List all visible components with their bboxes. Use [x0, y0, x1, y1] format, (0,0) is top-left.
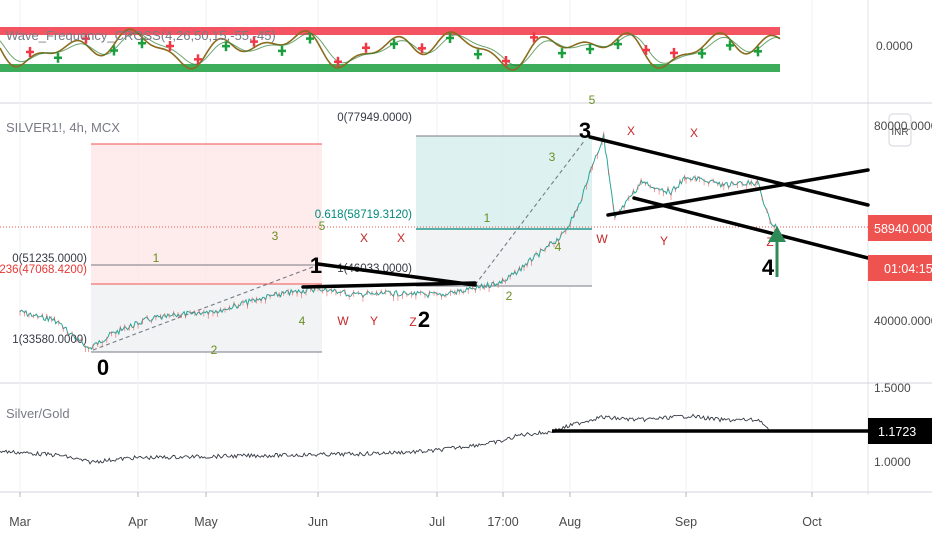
price-series-silver-down: [19, 131, 775, 353]
minor-wave-label: 4: [555, 240, 562, 254]
ratio-last-tag-bg: [868, 418, 932, 444]
countdown-tag: 01:04:15: [884, 262, 932, 276]
last-price-tag-bg: [868, 215, 932, 241]
ratio-series: [0, 413, 771, 465]
ratio-tick-top: 1.5000: [874, 381, 911, 395]
minor-wave-label: 3: [272, 229, 279, 243]
currency-label: INR: [891, 127, 908, 138]
time-axis[interactable]: Mar Apr May Jun Jul 17:00 Aug Sep Oct: [9, 492, 822, 529]
correction-wave-label: X: [690, 126, 698, 140]
primary-wave-label: 3: [579, 118, 591, 143]
time-tick-label: Aug: [559, 515, 581, 529]
main-title: SILVER1!, 4h, MCX: [6, 120, 120, 135]
price-pane: 0(51235.0000) 0.236(47068.4200) 1(33580.…: [0, 93, 932, 380]
arrow-up-icon: [768, 226, 786, 277]
currency-badge[interactable]: [888, 113, 912, 147]
oscillator-line: [0, 28, 781, 71]
countdown-tag-bg: [868, 255, 932, 281]
wave-path-dashed: [92, 139, 586, 351]
minor-wave-label: 1: [484, 211, 491, 225]
time-tick-label: Jun: [308, 515, 328, 529]
time-tick-label: Mar: [9, 515, 31, 529]
fib1-lower-zone: [91, 284, 322, 352]
ratio-title: Silver/Gold: [6, 406, 70, 421]
oscillator-pane: Wave_Frequency_CROSS(4,26,50,15,-55,-45)…: [0, 27, 913, 72]
primary-wave-label: 1: [310, 253, 322, 278]
minor-wave-label: 1: [153, 251, 160, 265]
minor-wave-label: 4: [299, 314, 306, 328]
primary-wave-label: 0: [97, 355, 109, 380]
time-tick-label: Jul: [429, 515, 445, 529]
fib2-label-0618: 0.618(58719.3120): [315, 209, 412, 221]
minor-wave-label: 5: [319, 219, 326, 233]
ratio-pane: Silver/Gold 1.5000 1.0000 1.1723: [0, 381, 932, 469]
correction-wave-label: X: [360, 231, 368, 245]
primary-wave-label: 2: [418, 307, 430, 332]
osc-axis-value: 0.0000: [876, 39, 913, 53]
primary-wave-label: 4: [762, 255, 775, 280]
osc-green-band: [0, 64, 780, 72]
correction-wave-label: Y: [370, 314, 378, 328]
correction-wave-label: X: [397, 231, 405, 245]
minor-wave-label: 2: [506, 289, 513, 303]
ratio-tick-bottom: 1.0000: [874, 455, 911, 469]
time-tick-label: Oct: [802, 515, 822, 529]
minor-wave-label: 3: [549, 150, 556, 164]
time-tick-label: Apr: [128, 515, 147, 529]
trendlines: [301, 135, 870, 289]
time-tick-label: Sep: [675, 515, 697, 529]
minor-wave-label: 5: [589, 93, 596, 107]
osc-title: Wave_Frequency_CROSS(4,26,50,15,-55,-45): [6, 28, 276, 43]
fib2-upper-zone: [416, 136, 592, 229]
correction-wave-label: Z: [409, 315, 416, 329]
oscillator-cross-markers: [26, 32, 762, 67]
correction-wave-label: W: [337, 314, 349, 328]
fib1-upper-zone: [91, 144, 322, 284]
price-tick-80000: 80000.0000: [874, 119, 932, 133]
last-price-tag: 58940.0000: [874, 222, 932, 236]
fib1-label-1: 1(33580.0000): [12, 334, 87, 346]
ratio-last-tag: 1.1723: [878, 425, 916, 439]
price-tick-40000: 40000.0000: [874, 314, 932, 328]
correction-wave-label: X: [627, 124, 635, 138]
fib1-label-0: 0(51235.0000): [12, 253, 87, 265]
correction-wave-label: W: [596, 232, 608, 246]
time-tick-label: May: [194, 515, 218, 529]
oscillator-signal-line: [0, 32, 781, 67]
fib2-lower-zone: [416, 229, 592, 286]
fib1-label-0236: 0.236(47068.4200): [0, 264, 87, 276]
osc-red-band: [0, 27, 780, 35]
fib2-label-1: 1(46033.0000): [337, 263, 412, 275]
fib2-label-0: 0(77949.0000): [337, 112, 412, 124]
time-tick-label: 17:00: [487, 515, 518, 529]
minor-wave-label: 2: [211, 343, 218, 357]
correction-wave-label: Y: [660, 234, 668, 248]
